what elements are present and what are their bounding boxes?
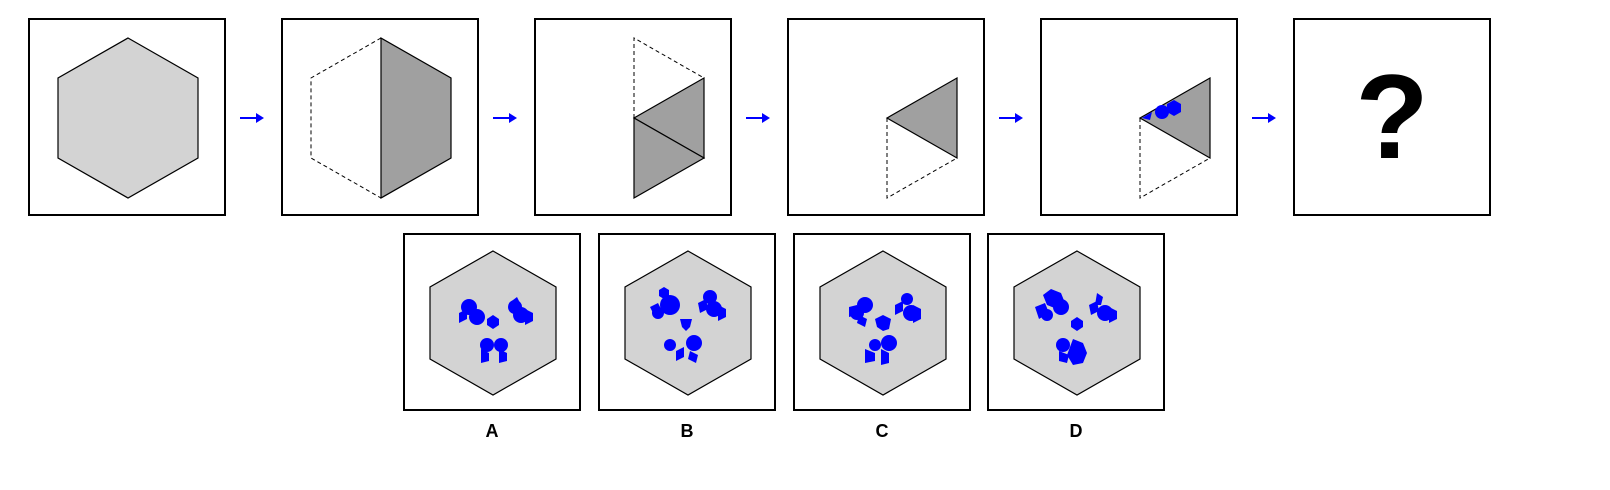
punched-hole-blob (1142, 100, 1181, 120)
option-c-panel[interactable] (793, 233, 971, 411)
arrow-icon (493, 113, 517, 123)
option-c-label: C (875, 421, 889, 441)
option-a-label: A (485, 421, 499, 441)
folded-quarter-hexagon-figure (632, 37, 706, 200)
option-b-label: B (680, 421, 694, 441)
option-a-figure (429, 250, 557, 396)
option-d-figure (1013, 250, 1141, 396)
sequence-panel-6: ? (1293, 18, 1491, 216)
arrow-icon (240, 113, 264, 123)
sequence-panel-5 (1040, 18, 1238, 216)
question-mark: ? (1355, 50, 1429, 184)
arrow-icon (999, 113, 1023, 123)
sequence-panel-4 (787, 18, 985, 216)
option-b-figure (624, 250, 752, 396)
sequence-panel-3 (534, 18, 732, 216)
option-d-label: D (1069, 421, 1083, 441)
folded-half-hexagon-figure (310, 36, 452, 200)
option-b-panel[interactable] (598, 233, 776, 411)
sequence-panel-2 (281, 18, 479, 216)
option-c-figure (819, 250, 947, 396)
punched-folded-figure (1138, 76, 1211, 199)
option-d-panel[interactable] (987, 233, 1165, 411)
sequence-panel-1 (28, 18, 226, 216)
arrow-icon (1252, 113, 1276, 123)
arrow-icon (746, 113, 770, 123)
option-a-panel[interactable] (403, 233, 581, 411)
full-hexagon-figure (57, 37, 199, 199)
folded-sixth-hexagon-figure (885, 76, 958, 199)
